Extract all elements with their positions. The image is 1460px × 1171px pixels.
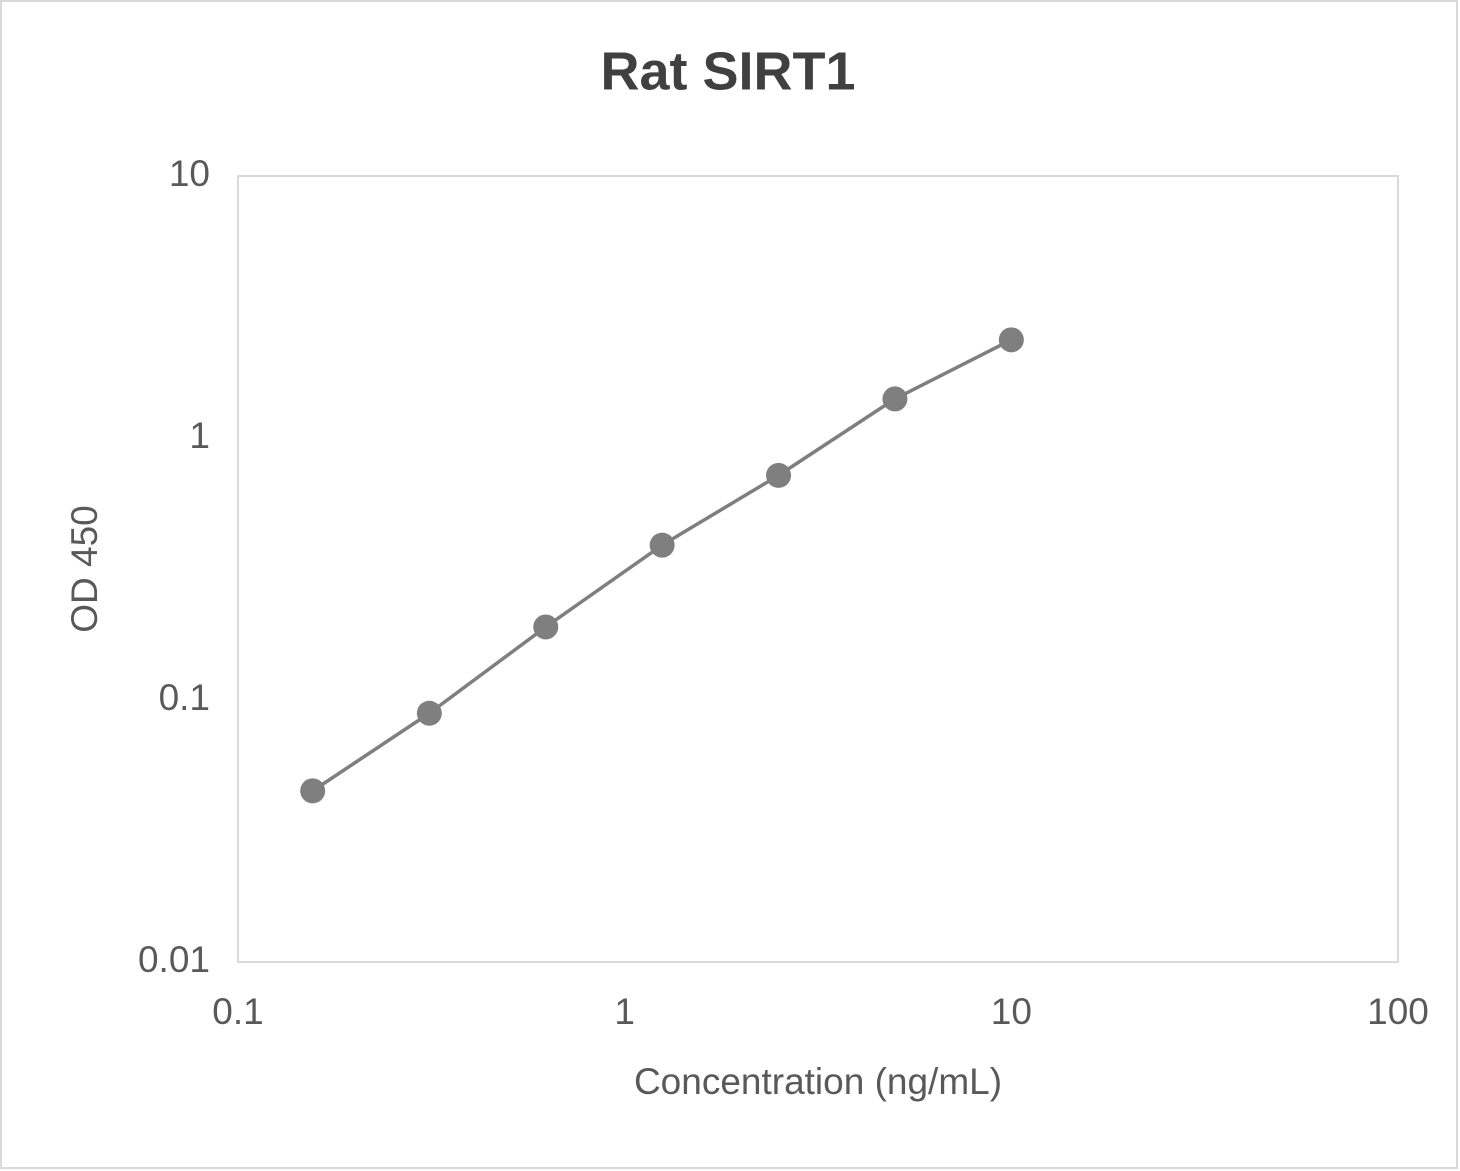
x-tick-label: 100 (1367, 991, 1429, 1032)
plot-frame (237, 175, 1399, 963)
data-point (649, 532, 675, 558)
data-point (416, 700, 442, 726)
data-point (998, 327, 1024, 353)
data-point (300, 778, 326, 804)
x-tick-label: 1 (614, 991, 635, 1032)
y-tick-label: 0.01 (138, 939, 210, 980)
y-axis-title: OD 450 (64, 505, 105, 633)
data-point (533, 614, 559, 640)
data-point (882, 386, 908, 412)
x-axis-title: Concentration (ng/mL) (634, 1061, 1002, 1102)
chart-title: Rat SIRT1 (600, 41, 855, 101)
y-tick-label: 0.1 (159, 677, 210, 718)
y-tick-label: 1 (189, 415, 210, 456)
x-tick-label: 0.1 (212, 991, 263, 1032)
x-tick-label: 10 (991, 991, 1032, 1032)
data-point (766, 462, 792, 488)
y-tick-label: 10 (169, 153, 210, 194)
